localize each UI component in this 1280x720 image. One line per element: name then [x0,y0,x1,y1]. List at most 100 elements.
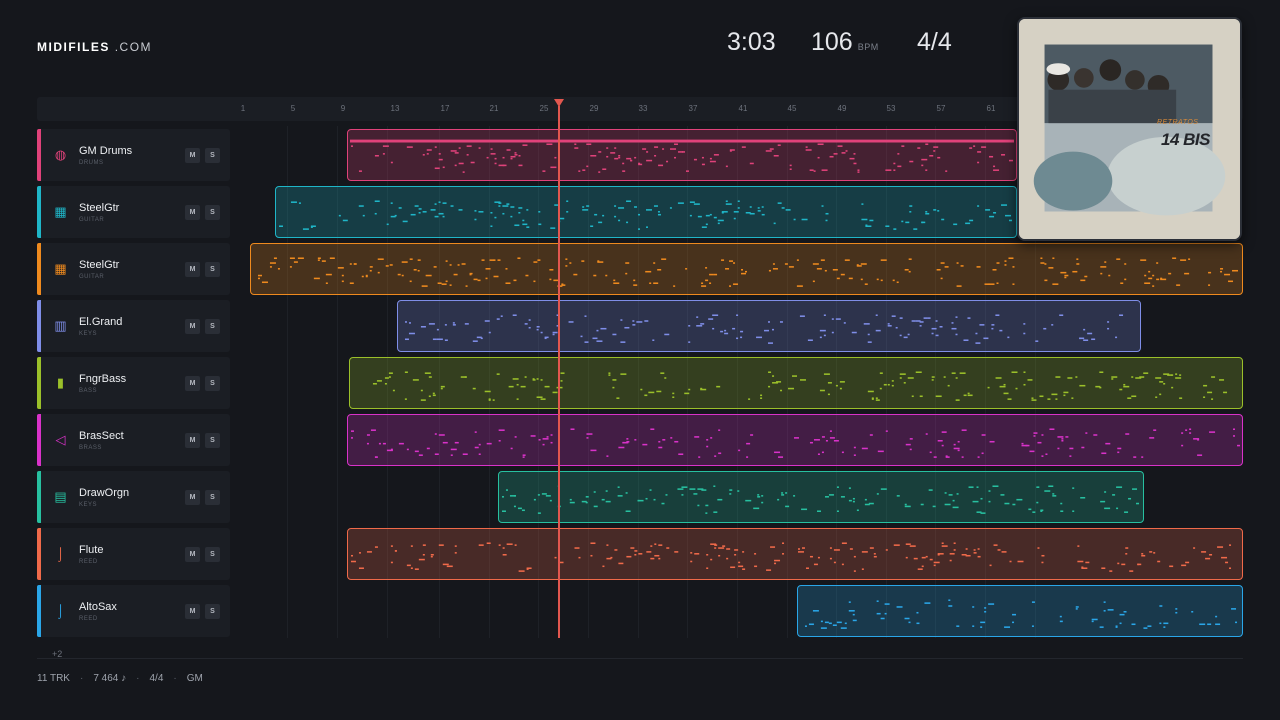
solo-button[interactable]: S [205,604,220,619]
track-category: BASS [79,388,98,394]
mute-button[interactable]: M [185,490,200,505]
track-header[interactable]: ◁ BrasSect BRASS M S [37,414,230,466]
ruler-tick: 21 [489,104,499,113]
midi-clip[interactable] [498,471,1144,523]
note-pattern [372,371,1228,401]
album-artist: 14 BIS [1161,130,1210,149]
midi-clip[interactable] [250,243,1243,295]
ruler-tick: 57 [936,104,946,113]
solo-button[interactable]: S [205,547,220,562]
track-header[interactable]: ▦ SteelGtr GUITAR M S [37,243,230,295]
track-header[interactable]: ⌡ AltoSax REED M S [37,585,230,637]
grid-line [638,126,639,638]
track-name: El.Grand [79,316,123,328]
note-pattern [404,314,1124,344]
track-category: GUITAR [79,274,105,280]
mute-button[interactable]: M [185,148,200,163]
footer-signature: 4/4 [149,673,164,684]
time-value: 3:03 [727,28,776,56]
midi-clip[interactable] [797,585,1243,637]
midi-clip[interactable] [275,186,1017,238]
track-name: DrawOrgn [79,487,130,499]
time-signature: 4/4 [917,28,952,58]
track-header[interactable]: ▥ El.Grand KEYS M S [37,300,230,352]
track-color-stripe [37,186,41,238]
separator-dot: · [173,673,177,684]
track-header[interactable]: ▤ DrawOrgn KEYS M S [37,471,230,523]
mute-button[interactable]: M [185,433,200,448]
midi-clip[interactable] [347,129,1017,181]
midi-clip[interactable] [349,357,1243,409]
mute-button[interactable]: M [185,376,200,391]
track-category: KEYS [79,331,98,337]
track-category: BRASS [79,445,102,451]
grid-line [287,126,288,638]
grid-line [935,126,936,638]
track-color-stripe [37,585,41,637]
solo-button[interactable]: S [205,376,220,391]
brand-logo: MIDIFILES .COM [37,40,152,54]
mute-button[interactable]: M [185,604,200,619]
horn-icon: ◁ [55,432,66,447]
flute-icon: ⌡ [56,546,65,561]
grid-line [886,126,887,638]
midi-clip[interactable] [397,300,1141,352]
note-count: 7 464 ♪ [93,673,127,684]
album-photo [1019,19,1240,239]
track-name: Flute [79,544,104,556]
track-color-stripe [37,129,41,181]
note-pattern [501,485,1140,514]
note-pattern [350,428,1241,458]
track-category: DRUMS [79,160,104,166]
footer-divider [37,658,1243,659]
signature-value: 4/4 [917,28,952,56]
midi-clip[interactable] [347,414,1243,466]
solo-button[interactable]: S [205,319,220,334]
grid-line [1035,126,1036,638]
track-header[interactable]: ⌡ Flute REED M S [37,528,230,580]
solo-button[interactable]: S [205,148,220,163]
track-header[interactable]: ▮ FngrBass BASS M S [37,357,230,409]
mute-button[interactable]: M [185,547,200,562]
note-pattern [350,542,1232,572]
grid-line [538,126,539,638]
ruler-tick: 5 [290,104,296,113]
bass-icon: ▮ [56,375,65,390]
mute-button[interactable]: M [185,205,200,220]
track-color-stripe [37,243,41,295]
solo-button[interactable]: S [205,262,220,277]
grid-line [387,126,388,638]
note-pattern [804,599,1238,629]
grid-line [588,126,589,638]
mute-button[interactable]: M [185,262,200,277]
grid-line [836,126,837,638]
grid-line [337,126,338,638]
track-name: SteelGtr [79,202,120,214]
playhead-handle[interactable] [554,99,564,107]
more-tracks-indicator[interactable]: +2 [52,649,63,659]
mute-button[interactable]: M [185,319,200,334]
ruler-tick: 45 [787,104,797,113]
track-header[interactable]: ◍ GM Drums DRUMS M S [37,129,230,181]
track-color-stripe [37,528,41,580]
album-subtitle: RETRATOS [1157,119,1199,126]
track-name: BrasSect [79,430,124,442]
track-name: GM Drums [79,145,133,157]
organ-keys-icon: ▤ [54,489,67,504]
ruler-tick: 17 [440,104,450,113]
note-pattern [278,200,1013,230]
midi-clip[interactable] [347,528,1243,580]
track-name: FngrBass [79,373,127,385]
solo-button[interactable]: S [205,205,220,220]
playback-time: 3:03 [727,28,776,58]
ruler-tick: 53 [886,104,896,113]
album-cover: RETRATOS 14 BIS [1017,17,1242,241]
solo-button[interactable]: S [205,433,220,448]
ruler-tick: 25 [539,104,549,113]
midi-format: GM [186,673,203,684]
solo-button[interactable]: S [205,490,220,505]
playhead[interactable] [558,106,560,638]
note-pattern [257,257,1239,287]
track-name: SteelGtr [79,259,120,271]
track-header[interactable]: ▦ SteelGtr GUITAR M S [37,186,230,238]
